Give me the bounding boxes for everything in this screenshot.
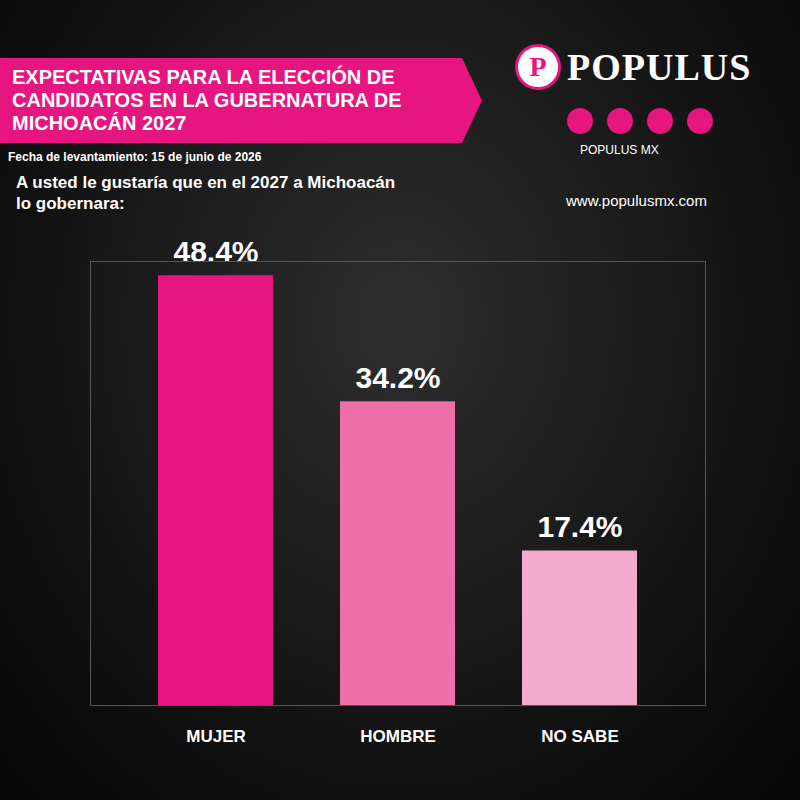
svg-text:MUJER: MUJER [186, 727, 246, 746]
html-text:P: P [529, 51, 547, 82]
svg-text:34.2%: 34.2% [355, 361, 440, 394]
svg-text:48.4%: 48.4% [173, 235, 258, 268]
svg-text:NO SABE: NO SABE [541, 727, 618, 746]
html-text:A usted le gustaría que en el: A usted le gustaría que en el 2027 a Mic… [16, 173, 396, 214]
html-text:www.populusmx.com: www.populusmx.com [566, 192, 707, 209]
html-text:Fecha de levantamiento: 15 de: Fecha de levantamiento: 15 de junio de 2… [8, 150, 262, 164]
html-text:POPULUS MX: POPULUS MX [580, 143, 659, 157]
svg-text:17.4%: 17.4% [537, 510, 622, 543]
html-text:EXPECTATIVAS PARA LA ELECCIÓN: EXPECTATIVAS PARA LA ELECCIÓN DE CANDIDA… [12, 66, 402, 134]
svg-text:HOMBRE: HOMBRE [360, 727, 436, 746]
html-text:POPULUS: POPULUS [567, 46, 752, 88]
